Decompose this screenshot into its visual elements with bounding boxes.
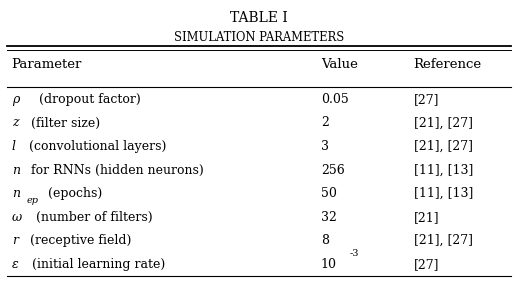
Text: -3: -3 [349,249,358,258]
Text: 32: 32 [321,211,337,224]
Text: (dropout factor): (dropout factor) [35,93,140,106]
Text: 50: 50 [321,187,337,200]
Text: (number of filters): (number of filters) [32,211,153,224]
Text: l: l [12,140,16,153]
Text: [11], [13]: [11], [13] [413,187,473,200]
Text: (receptive field): (receptive field) [26,234,132,247]
Text: 10: 10 [321,258,337,271]
Text: n: n [12,164,20,177]
Text: Value: Value [321,58,358,71]
Text: ω: ω [12,211,22,224]
Text: (convolutional layers): (convolutional layers) [24,140,166,153]
Text: r: r [12,234,18,247]
Text: [21]: [21] [413,211,439,224]
Text: (filter size): (filter size) [27,116,100,130]
Text: [21], [27]: [21], [27] [413,234,472,247]
Text: ε: ε [12,258,19,271]
Text: Reference: Reference [413,58,482,71]
Text: [11], [13]: [11], [13] [413,164,473,177]
Text: [21], [27]: [21], [27] [413,140,472,153]
Text: 3: 3 [321,140,329,153]
Text: (initial learning rate): (initial learning rate) [28,258,165,271]
Text: 2: 2 [321,116,329,130]
Text: 256: 256 [321,164,344,177]
Text: ρ: ρ [12,93,19,106]
Text: n: n [12,187,20,200]
Text: z: z [12,116,18,130]
Text: Parameter: Parameter [12,58,82,71]
Text: [27]: [27] [413,258,439,271]
Text: 8: 8 [321,234,329,247]
Text: 0.05: 0.05 [321,93,349,106]
Text: (epochs): (epochs) [44,187,102,200]
Text: for RNNs (hidden neurons): for RNNs (hidden neurons) [27,164,204,177]
Text: TABLE I: TABLE I [230,11,288,25]
Text: SIMULATION PARAMETERS: SIMULATION PARAMETERS [174,31,344,44]
Text: [27]: [27] [413,93,439,106]
Text: ep: ep [26,196,38,205]
Text: [21], [27]: [21], [27] [413,116,472,130]
